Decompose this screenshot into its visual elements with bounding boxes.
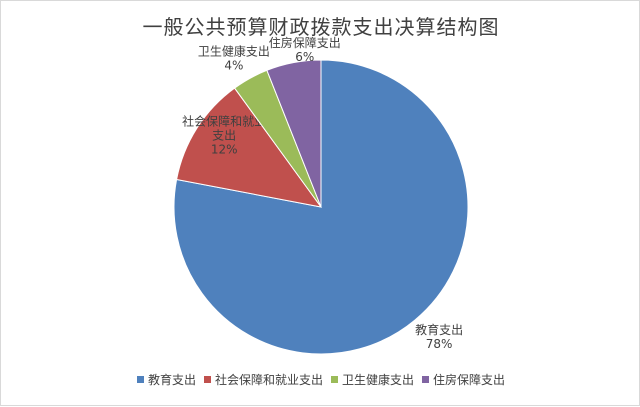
legend-swatch — [136, 376, 144, 383]
legend-label: 卫生健康支出 — [342, 373, 415, 387]
data-label-name: 支出 — [212, 129, 236, 143]
legend-label: 教育支出 — [147, 373, 196, 387]
legend-label: 社会保障和就业支出 — [214, 373, 323, 387]
legend-swatch — [331, 376, 338, 383]
data-label-value: 6% — [295, 50, 314, 64]
data-label-value: 12% — [211, 143, 238, 157]
data-label-name: 卫生健康支出 — [198, 43, 270, 58]
chart-title: 一般公共预算财政拨款支出决算结构图 — [142, 15, 500, 39]
legend-item-housing: 住房保障支出 — [422, 371, 505, 388]
slice-housing — [266, 59, 322, 208]
legend-swatch — [203, 376, 211, 383]
legend-item-education: 教育支出 — [136, 371, 196, 388]
data-label-name: 社会保障和就业 — [182, 114, 266, 129]
data-label-value: 78% — [426, 337, 453, 351]
legend: 教育支出 社会保障和就业支出 卫生健康支出 住房保障支出 — [1, 371, 640, 388]
data-label-name: 教育支出 — [415, 322, 463, 337]
data-label-value: 4% — [224, 58, 243, 72]
legend-label: 住房保障支出 — [433, 373, 506, 387]
legend-item-health: 卫生健康支出 — [331, 371, 414, 388]
legend-item-social-security: 社会保障和就业支出 — [203, 371, 323, 388]
legend-swatch — [422, 376, 430, 383]
slice-social-security — [176, 87, 323, 208]
data-label-name: 住房保障支出 — [269, 35, 341, 50]
